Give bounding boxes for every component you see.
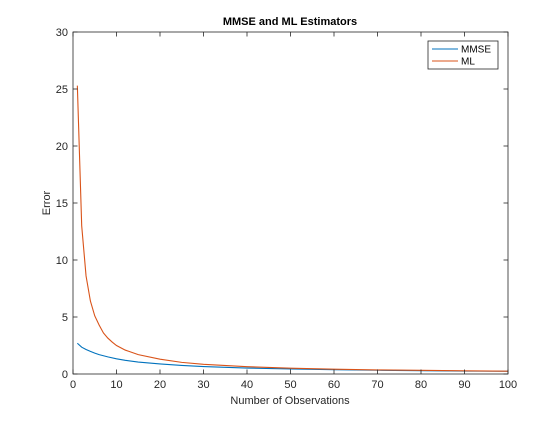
y-tick-label: 15 bbox=[56, 198, 68, 210]
plot-area bbox=[73, 32, 508, 374]
y-tick-label: 30 bbox=[56, 27, 68, 39]
x-tick-label: 100 bbox=[499, 379, 517, 391]
y-tick-label: 20 bbox=[56, 141, 68, 153]
legend-label: ML bbox=[461, 57, 475, 68]
x-tick-label: 80 bbox=[415, 379, 427, 391]
x-tick-label: 0 bbox=[70, 379, 76, 391]
x-axis-label: Number of Observations bbox=[230, 395, 350, 407]
y-tick-label: 10 bbox=[56, 255, 68, 267]
series-layer bbox=[76, 85, 509, 372]
x-tick-label: 20 bbox=[154, 379, 166, 391]
y-axis-label: Error bbox=[41, 190, 53, 215]
y-tick-label: 5 bbox=[62, 312, 68, 324]
x-tick-label: 60 bbox=[328, 379, 340, 391]
legend-box bbox=[427, 40, 499, 70]
x-tick-label: 50 bbox=[284, 379, 296, 391]
plot-background bbox=[73, 32, 508, 374]
series-line-ml bbox=[76, 85, 509, 372]
y-tick-label: 0 bbox=[62, 369, 68, 381]
tick-labels: 0 10 20 30 40 50 60 70 80 90 100 0 5 10 15 20 25 30 bbox=[56, 27, 517, 391]
x-tick-label: 10 bbox=[110, 379, 122, 391]
x-tick-label: 90 bbox=[458, 379, 470, 391]
chart-title: MMSE and ML Estimators bbox=[223, 16, 357, 28]
axes bbox=[72, 31, 509, 375]
x-tick-label: 40 bbox=[241, 379, 253, 391]
y-tick-label: 25 bbox=[56, 84, 68, 96]
x-tick-label: 30 bbox=[197, 379, 209, 391]
x-tick-label: 70 bbox=[371, 379, 383, 391]
legend-label: MMSE bbox=[461, 45, 491, 56]
